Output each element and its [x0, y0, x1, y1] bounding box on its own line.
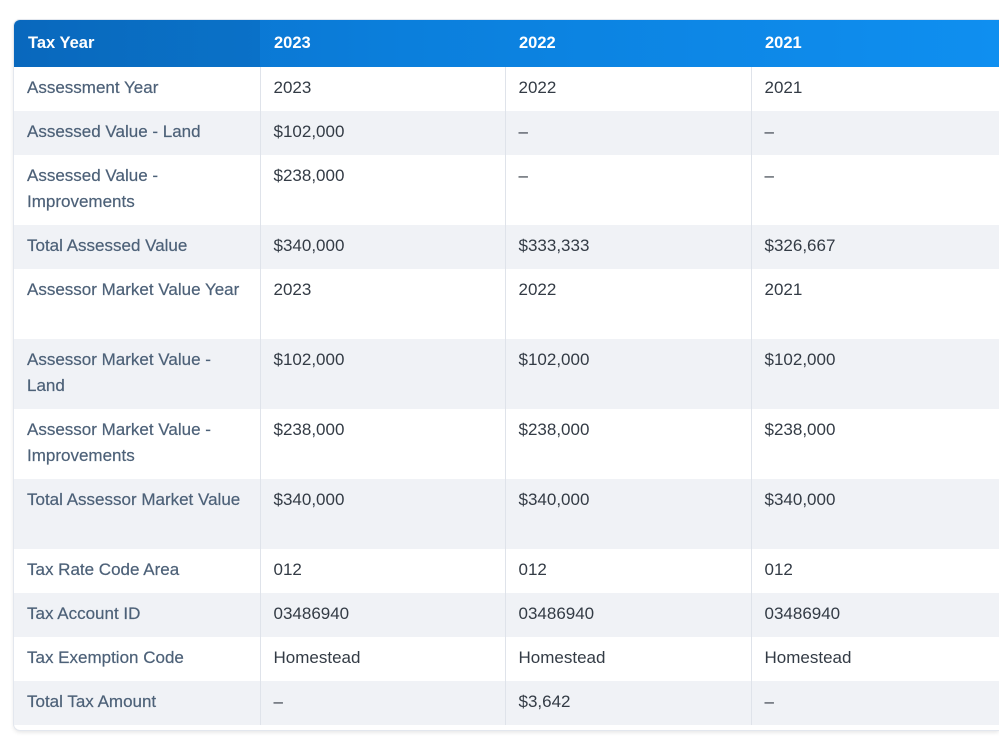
cell-2023: 03486940	[259, 593, 505, 637]
cell-2021: $340,000	[750, 479, 999, 549]
cell-2021: $238,000	[750, 409, 999, 479]
table-row-total-tax-amount: Total Tax Amount – $3,642 –	[14, 681, 999, 725]
cell-2021: 012	[750, 549, 999, 593]
cell-2023: –	[259, 681, 505, 725]
cell-2023: $102,000	[259, 111, 505, 155]
row-label: Total Assessor Market Value	[27, 490, 241, 509]
header-year-2021: 2021	[765, 34, 802, 52]
cell-2022: $3,642	[504, 681, 751, 725]
cell-2022: $238,000	[504, 409, 751, 479]
cell-2021: $102,000	[750, 339, 999, 409]
table-header: Tax Year 2023 2022 2021	[14, 20, 999, 67]
cell-2023: $340,000	[259, 225, 505, 269]
cell-2021: –	[750, 155, 999, 225]
cell-2021: 2021	[750, 269, 999, 339]
cell-2021: Homestead	[750, 637, 999, 681]
table-row-tax-exemption-code: Tax Exemption Code Homestead Homestead H…	[14, 637, 999, 681]
header-tax-year-label: Tax Year	[14, 20, 260, 67]
cell-2022: 012	[504, 549, 751, 593]
cell-2021: 2021	[750, 67, 999, 111]
row-label: Total Tax Amount	[27, 692, 157, 711]
table-row-assessor-market-value-year: Assessor Market Value Year 2023 2022 202…	[14, 269, 999, 339]
header-row: Tax Year 2023 2022 2021	[14, 20, 999, 67]
cell-2021: –	[750, 681, 999, 725]
cell-2022: $333,333	[504, 225, 751, 269]
cell-2022: –	[504, 155, 751, 225]
cell-2023: 2023	[259, 67, 505, 111]
row-label: Assessed Value - Land	[27, 122, 201, 141]
cell-2023: $238,000	[259, 155, 505, 225]
tax-assessment-table: Tax Year 2023 2022 2021 Assessment Year …	[14, 20, 999, 725]
cell-2022: Homestead	[504, 637, 751, 681]
table-row-total-assessed-value: Total Assessed Value $340,000 $333,333 $…	[14, 225, 999, 269]
table-row-total-assessor-market-value: Total Assessor Market Value $340,000 $34…	[14, 479, 999, 549]
row-label: Tax Account ID	[27, 604, 141, 623]
table-row-tax-account-id: Tax Account ID 03486940 03486940 0348694…	[14, 593, 999, 637]
table-body: Assessment Year 2023 2022 2021 Assessed …	[14, 67, 999, 725]
row-label: Assessor Market Value - Land	[27, 350, 211, 395]
row-label: Assessor Market Value Year	[27, 280, 240, 299]
table-row-assessed-value-improvements: Assessed Value - Improvements $238,000 –…	[14, 155, 999, 225]
table-row-tax-rate-code-area: Tax Rate Code Area 012 012 012	[14, 549, 999, 593]
row-label: Tax Exemption Code	[27, 648, 184, 667]
cell-2023: $340,000	[259, 479, 505, 549]
cell-2022: 03486940	[504, 593, 751, 637]
cell-2022: 2022	[504, 269, 751, 339]
header-year-2022: 2022	[519, 34, 556, 52]
row-label: Assessment Year	[27, 78, 159, 97]
cell-2022: 2022	[504, 67, 751, 111]
cell-2022: $340,000	[504, 479, 751, 549]
table-row-assessed-value-land: Assessed Value - Land $102,000 – –	[14, 111, 999, 155]
cell-2022: $102,000	[504, 339, 751, 409]
cell-2021: 03486940	[750, 593, 999, 637]
table-row-assessment-year: Assessment Year 2023 2022 2021	[14, 67, 999, 111]
row-label: Assessed Value - Improvements	[27, 166, 159, 211]
header-year-2023: 2023	[274, 34, 311, 52]
cell-2022: –	[504, 111, 751, 155]
row-label: Total Assessed Value	[27, 236, 188, 255]
tax-assessment-table-container: Tax Year 2023 2022 2021 Assessment Year …	[14, 20, 999, 730]
cell-2023: $102,000	[259, 339, 505, 409]
cell-2023: 012	[259, 549, 505, 593]
cell-2023: 2023	[259, 269, 505, 339]
cell-2023: Homestead	[259, 637, 505, 681]
table-row-assessor-market-value-improvements: Assessor Market Value - Improvements $23…	[14, 409, 999, 479]
cell-2021: $326,667	[750, 225, 999, 269]
cell-2023: $238,000	[259, 409, 505, 479]
row-label: Tax Rate Code Area	[27, 560, 180, 579]
cell-2021: –	[750, 111, 999, 155]
row-label: Assessor Market Value - Improvements	[27, 420, 211, 465]
table-row-assessor-market-value-land: Assessor Market Value - Land $102,000 $1…	[14, 339, 999, 409]
